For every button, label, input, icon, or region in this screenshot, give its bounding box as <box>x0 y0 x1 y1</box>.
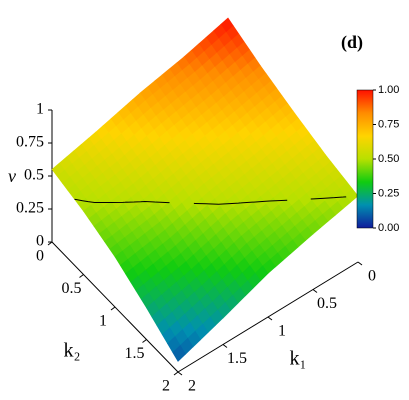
z-tick-label: 0.75 <box>16 134 44 151</box>
contour-line <box>74 196 347 205</box>
colorbar-tick-label: 1.00 <box>378 84 399 96</box>
chart-title: (d) <box>341 32 363 53</box>
x-tick <box>357 261 363 266</box>
y-tick-label: 2 <box>162 378 170 395</box>
colorbar-tick-label: 0.50 <box>378 153 399 165</box>
surface <box>51 17 359 362</box>
x-tick-label: 2 <box>188 378 196 395</box>
x-tick <box>222 344 228 348</box>
y-tick-label: 0.5 <box>62 280 82 297</box>
x-axis-label: k₁ <box>290 348 307 370</box>
colorbar-tick-label: 0.00 <box>378 222 399 234</box>
y-tick <box>173 371 179 376</box>
colorbar-tick-label: 0.75 <box>378 118 399 130</box>
x-tick-label: 1.5 <box>227 350 247 367</box>
z-axis-label: v <box>8 166 16 186</box>
y-tick <box>79 274 84 278</box>
z-tick-label: 1 <box>36 101 44 118</box>
y-axis-label: k₂ <box>64 340 81 362</box>
y-tick <box>142 339 147 343</box>
z-tick-label: 0.5 <box>24 167 44 184</box>
colorbar-tick-label: 0.25 <box>378 187 399 199</box>
x-tick <box>267 316 273 321</box>
y-tick-label: 1 <box>99 313 107 330</box>
x-tick <box>177 371 183 376</box>
y-tick-label: 0 <box>36 248 44 265</box>
x-tick <box>312 289 318 293</box>
y-tick <box>110 306 116 311</box>
x-tick-label: 0.5 <box>317 295 337 312</box>
z-tick-label: 0 <box>36 233 44 250</box>
colorbar <box>356 89 374 229</box>
x-tick-label: 1 <box>278 323 286 340</box>
surface-patch <box>172 344 186 362</box>
y-tick <box>47 241 53 246</box>
y-tick-label: 1.5 <box>125 345 145 362</box>
x-tick-label: 0 <box>368 268 376 285</box>
z-tick-label: 0.25 <box>16 200 44 217</box>
